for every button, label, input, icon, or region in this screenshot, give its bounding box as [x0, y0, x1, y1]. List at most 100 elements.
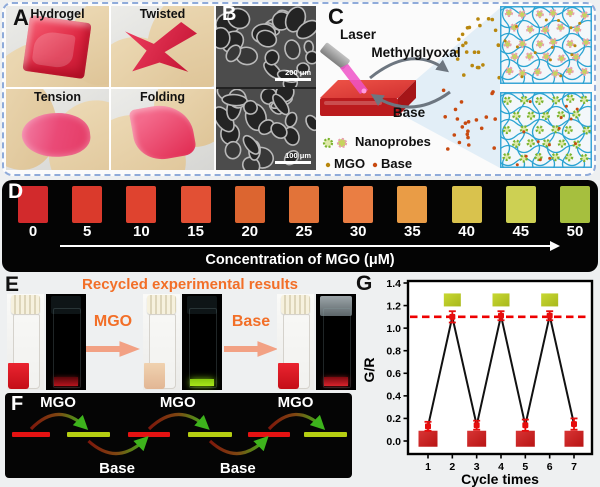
- vial-uv-photo: [316, 294, 356, 390]
- x-tick-label: 3: [474, 461, 480, 473]
- mgo-arc-arrow: [29, 412, 89, 431]
- mgo-concentration-value: 5: [83, 223, 92, 240]
- vial-body-uv: [189, 308, 217, 388]
- vial-daylight: [277, 294, 314, 390]
- base-label: Base: [392, 105, 426, 120]
- concentration-arrow: [60, 245, 552, 247]
- vial-cap-uv: [187, 296, 217, 314]
- fluorescence-bar-green: [188, 432, 232, 437]
- base-legend-label: Base: [381, 156, 413, 171]
- green-state-swatch: [492, 293, 510, 307]
- y-axis-title: G/R: [361, 358, 377, 383]
- y-tick-label: 0.2: [386, 413, 401, 425]
- y-tick-label: 0.4: [386, 391, 401, 403]
- vial-liquid-red: [278, 363, 299, 389]
- panel-g-label: G: [356, 272, 373, 295]
- vial-cap-uv: [320, 296, 352, 316]
- mgo-arc-label: MGO: [40, 394, 76, 411]
- panel-f-label: F: [11, 393, 24, 415]
- vial-pair-recovered: [277, 294, 356, 390]
- network-green-probes: [500, 92, 592, 168]
- vial-daylight: [7, 294, 44, 390]
- mgo-concentration-swatch: [505, 186, 536, 223]
- x-tick-label: 5: [522, 461, 528, 473]
- vial-cap: [281, 295, 310, 314]
- mgo-concentration-value: 25: [295, 223, 313, 240]
- panel-d-colorimetric-strip: D 0 5 10 15 20 25 30 35 40 45 50 Concentration of …: [2, 180, 598, 272]
- mgo-arc-label: MGO: [278, 394, 314, 411]
- mgo-concentration-swatch: [72, 186, 103, 223]
- vial-uv-photo: [46, 294, 86, 390]
- mgo-arc-arrow: [147, 412, 210, 431]
- base-arc-label: Base: [99, 460, 135, 477]
- mgo-concentration-swatch: [180, 186, 211, 223]
- data-point-marker: [522, 422, 529, 429]
- green-fluorescence: [190, 379, 214, 386]
- panel-c-label: C: [328, 4, 344, 29]
- red-state-swatch: [564, 430, 584, 447]
- data-point-marker: [546, 312, 553, 319]
- base-step-label: Base: [231, 313, 271, 330]
- scale-bar: 100 μm: [275, 151, 311, 164]
- panel-d-label: D: [8, 180, 24, 203]
- mgo-concentration-value: 10: [133, 223, 150, 240]
- fluorescence-bar-red: [248, 432, 290, 437]
- mgo-dot-icon: [325, 162, 331, 168]
- vial-cap: [11, 295, 40, 314]
- base-step-arrow-icon: [224, 341, 278, 357]
- mgo-molecule-dots: [455, 17, 501, 80]
- photo-caption: Hydrogel: [30, 7, 85, 21]
- scale-bar: 200 μm: [275, 68, 311, 81]
- x-tick-label: 4: [498, 461, 504, 473]
- nanoprobe-red-icon: [336, 137, 348, 149]
- base-arc-label: Base: [220, 460, 256, 477]
- light-cone: [404, 8, 500, 168]
- y-tick-label: 1.2: [386, 300, 401, 312]
- mgo-concentration-swatch: [451, 186, 482, 223]
- hydrogel-photo-grid: Hydrogel Twisted Tension: [6, 6, 214, 170]
- mgo-concentration-value: 20: [241, 223, 259, 240]
- green-state-swatch: [443, 293, 461, 307]
- photo-twisted: Twisted: [111, 6, 214, 87]
- mgo-legend-label: MGO: [334, 156, 366, 171]
- scale-bar-label: 200 μm: [285, 68, 311, 77]
- network-red-probes: [500, 6, 592, 84]
- vial-liquid-tan: [144, 363, 165, 389]
- photo-caption: Twisted: [139, 7, 186, 21]
- mgo-concentration-value: 40: [458, 223, 475, 240]
- sem-image-bottom: [216, 89, 316, 170]
- vial-pair-initial: [7, 294, 86, 390]
- panel-b-sem-images: B 200 μm 100 μm: [216, 3, 316, 170]
- mgo-concentration-value: 0: [28, 223, 38, 240]
- vial-pair-after-mgo: [143, 294, 222, 390]
- photo-caption: Tension: [34, 90, 81, 104]
- forward-arrow: [369, 57, 450, 80]
- x-tick-label: 2: [449, 461, 455, 473]
- recycled-results-title: Recycled experimental results: [82, 276, 298, 293]
- y-tick-label: 0.6: [386, 368, 401, 380]
- mgo-concentration-value: 35: [404, 223, 421, 240]
- base-dot-icon: [372, 162, 378, 168]
- mgo-concentration-swatch: [289, 186, 319, 223]
- mgo-concentration-swatch: [126, 186, 157, 223]
- fluorescence-bar-green: [304, 432, 347, 437]
- mgo-concentration-value: 50: [566, 223, 584, 240]
- panel-e-label: E: [5, 273, 20, 296]
- vial-body-uv: [323, 308, 351, 388]
- methylglyoxal-label: Methylglyoxal: [371, 45, 461, 60]
- y-tick-label: 0.0: [386, 436, 401, 448]
- y-tick-label: 1.4: [386, 278, 401, 290]
- red-state-swatch: [418, 430, 438, 447]
- mgo-concentration-swatch: [343, 186, 374, 223]
- mgo-concentration-value: 30: [349, 223, 367, 240]
- base-arc-arrow: [87, 435, 149, 456]
- data-point-marker: [570, 421, 577, 428]
- base-arc-arrow: [208, 435, 269, 456]
- scale-bar-line: [275, 161, 311, 164]
- scale-bar-label: 100 μm: [285, 151, 311, 160]
- sem-image-top: [216, 6, 316, 87]
- red-state-swatch: [515, 430, 535, 447]
- photo-tension: Tension: [6, 89, 109, 170]
- red-fluorescence: [54, 377, 78, 386]
- panel-f-switch-diagram: F MGO MGO MGO Base Base: [5, 393, 352, 478]
